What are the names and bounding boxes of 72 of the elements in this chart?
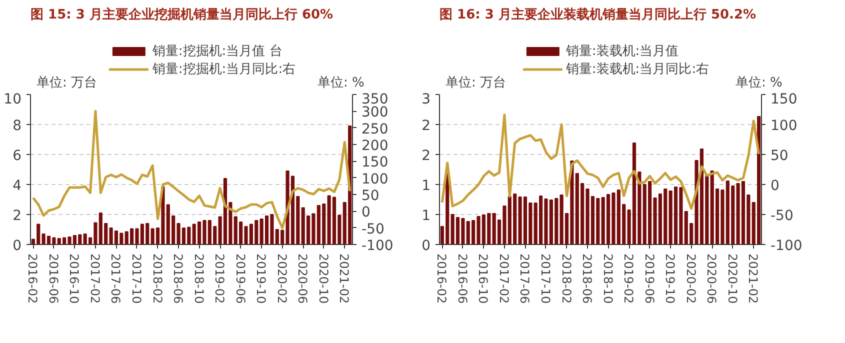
x-tick-label: 2018-06 bbox=[171, 254, 186, 304]
y2-tick-label: 200 bbox=[362, 138, 388, 154]
legend-label: 销量:挖掘机:当月值 台 bbox=[152, 42, 282, 60]
x-tick-label: 2019-10 bbox=[254, 254, 268, 304]
x-tick-label: 2016-02 bbox=[26, 254, 40, 304]
chart-title: 图 15: 3 月主要企业挖掘机销量当月同比上行 60% bbox=[30, 6, 334, 22]
x-tick-label: 2020-06 bbox=[704, 254, 719, 304]
y-axis-title: 单位: 万台 bbox=[36, 76, 98, 90]
y-tick-label: 2 bbox=[12, 208, 22, 224]
x-tick-label: 2016-10 bbox=[476, 254, 490, 304]
x-tick-label: 2019-10 bbox=[663, 254, 678, 304]
x-tick-label: 2017-02 bbox=[496, 254, 511, 304]
y2-tick-label: 0 bbox=[770, 178, 780, 194]
y-tick-label: 2 bbox=[422, 148, 431, 164]
line-series bbox=[32, 110, 352, 230]
x-tick-label: 2019-02 bbox=[622, 254, 636, 304]
y-tick-label: 1 bbox=[422, 178, 431, 194]
y-tick-label: 8 bbox=[12, 118, 22, 134]
y2-tick-label: -100 bbox=[770, 238, 802, 254]
y2-tick-label: 100 bbox=[770, 118, 798, 134]
y2-tick-label: 50 bbox=[362, 188, 380, 204]
y2-tick-label: 150 bbox=[770, 92, 798, 108]
y-tick-label: 6 bbox=[12, 148, 22, 164]
x-tick-label: 2018-02 bbox=[150, 254, 164, 304]
x-tick-label: 2016-10 bbox=[67, 254, 82, 304]
legend-label: 销量:装载机:当月同比:右 bbox=[566, 60, 710, 78]
x-tick-label: 2017-10 bbox=[538, 254, 552, 304]
y2-tick-label: 350 bbox=[362, 92, 388, 108]
x-tick-label: 2021-02 bbox=[746, 254, 760, 304]
x-tick-label: 2017-06 bbox=[108, 254, 123, 304]
x-tick-label: 2020-10 bbox=[725, 254, 740, 304]
y2-tick-label: 0 bbox=[362, 204, 370, 221]
x-tick-label: 2020-02 bbox=[274, 254, 289, 304]
x-tick-label: 2019-06 bbox=[233, 254, 248, 304]
chart-title: 图 16: 3 月主要企业装载机销量当月同比上行 50.2% bbox=[440, 6, 756, 22]
x-tick-label: 2017-06 bbox=[518, 254, 532, 304]
y-tick-label: 10 bbox=[4, 92, 22, 108]
y2-tick-label: 100 bbox=[362, 171, 388, 188]
x-tick-label: 2016-06 bbox=[46, 254, 60, 304]
y2-tick-label: -50 bbox=[362, 221, 384, 238]
x-tick-label: 2019-06 bbox=[642, 254, 656, 304]
y-axis-title: 单位: 万台 bbox=[446, 76, 506, 90]
y-tick-label: 3 bbox=[422, 92, 431, 108]
y-tick-label: 0 bbox=[422, 238, 431, 254]
y2-tick-label: -50 bbox=[770, 208, 794, 224]
y2-tick-label: 250 bbox=[362, 121, 388, 138]
x-tick-label: 2016-02 bbox=[434, 254, 449, 304]
legend-label: 销量:挖掘机:当月同比:右 bbox=[152, 60, 296, 78]
y-tick-label: 4 bbox=[12, 178, 22, 194]
x-tick-label: 2021-02 bbox=[337, 254, 352, 304]
legend-label: 销量:装载机:当月值 bbox=[566, 42, 679, 60]
y-tick-label: 1 bbox=[422, 208, 431, 224]
x-tick-label: 2018-10 bbox=[192, 254, 206, 304]
x-tick-label: 2016-06 bbox=[455, 254, 470, 304]
x-tick-label: 2018-10 bbox=[600, 254, 615, 304]
y2-tick-label: 300 bbox=[362, 104, 388, 121]
y2-tick-label: -100 bbox=[362, 238, 394, 254]
x-tick-label: 2020-10 bbox=[316, 254, 330, 304]
y2-tick-label: 150 bbox=[362, 154, 388, 171]
x-tick-label: 2018-06 bbox=[580, 254, 594, 304]
y-tick-label: 0 bbox=[12, 238, 22, 254]
x-tick-label: 2019-02 bbox=[212, 254, 227, 304]
y2-tick-label: 50 bbox=[770, 148, 788, 164]
x-tick-label: 2018-02 bbox=[559, 254, 574, 304]
x-tick-label: 2020-06 bbox=[296, 254, 310, 304]
y2-axis-title: 单位: % bbox=[736, 76, 782, 90]
y-tick-label: 2 bbox=[422, 118, 431, 134]
y2-axis-title: 单位: % bbox=[318, 76, 364, 90]
x-tick-label: 2020-02 bbox=[684, 254, 698, 304]
line-series bbox=[440, 114, 760, 210]
x-tick-label: 2017-02 bbox=[88, 254, 102, 304]
x-tick-label: 2017-10 bbox=[129, 254, 144, 304]
